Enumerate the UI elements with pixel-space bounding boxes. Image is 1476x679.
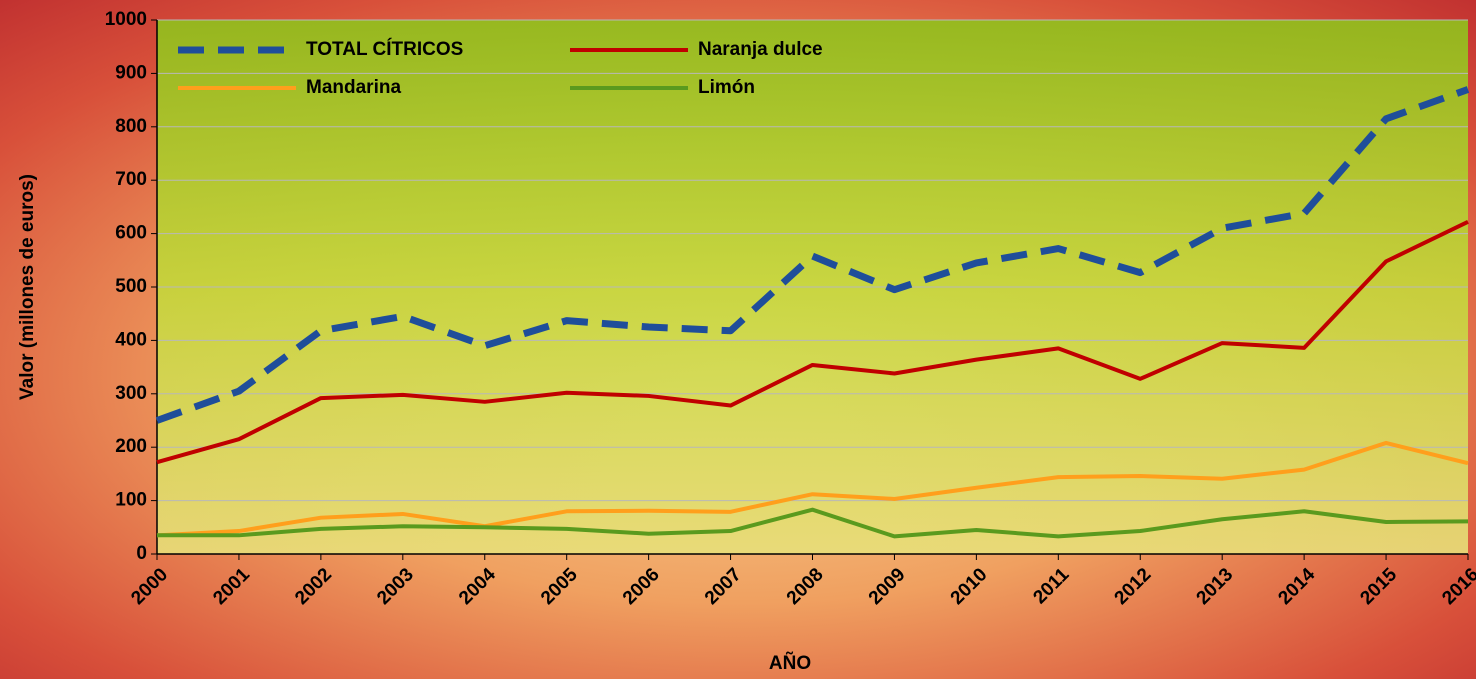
legend-label: TOTAL CÍTRICOS xyxy=(306,38,463,60)
y-axis-label: Valor (millones de euros) xyxy=(17,174,38,400)
y-tick-label: 400 xyxy=(115,329,147,350)
y-tick-label: 600 xyxy=(115,223,147,244)
legend-label: Mandarina xyxy=(306,77,401,98)
legend-label: Naranja dulce xyxy=(698,39,823,60)
y-tick-label: 200 xyxy=(115,436,147,457)
series-line xyxy=(156,440,1469,538)
y-tick-label: 100 xyxy=(115,490,147,511)
y-tick-label: 500 xyxy=(115,276,147,297)
series-line xyxy=(157,507,1469,539)
y-tick-label: 300 xyxy=(115,383,147,404)
legend-label: Limón xyxy=(698,77,755,98)
y-tick-label: 0 xyxy=(136,543,147,564)
y-tick-label: 1000 xyxy=(105,9,147,30)
x-axis-label: AÑO xyxy=(769,652,811,674)
series-line xyxy=(155,86,1470,424)
y-tick-label: 700 xyxy=(115,169,147,190)
y-tick-label: 900 xyxy=(115,62,147,83)
series-line xyxy=(156,220,1469,465)
y-tick-label: 800 xyxy=(115,116,147,137)
